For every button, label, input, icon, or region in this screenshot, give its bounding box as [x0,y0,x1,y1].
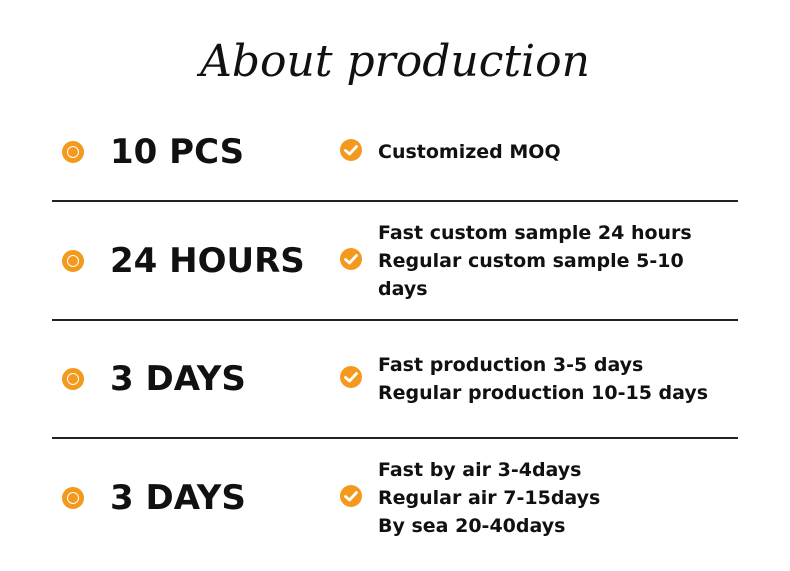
bullet-icon [62,487,84,509]
check-icon [339,484,363,512]
bullet-icon [62,250,84,272]
detail-line: Regular production 10-15 days [378,382,709,404]
detail-line: Regular custom sample 5-10 days [378,250,684,300]
check-icon [339,247,363,275]
row-heading: 24 HOURS [110,241,305,281]
check-icon [339,365,363,393]
detail-line: By sea 20-40days [378,515,566,537]
row-heading: 3 DAYS [110,359,246,399]
detail-line: Fast production 3-5 days [378,354,644,376]
detail-line: Fast custom sample 24 hours [378,222,692,244]
row-details: Customized MOQ [378,138,561,166]
check-svg [340,485,362,507]
title: About production [200,36,590,87]
separator [52,319,738,321]
detail-line: Customized MOQ [378,141,561,163]
row-details: Fast by air 3-4days Regular air 7-15days B… [378,456,600,540]
detail-line: Regular air 7-15days [378,487,601,509]
row-heading: 10 PCS [110,132,245,172]
bullet-icon [62,141,84,163]
bullet-icon [62,368,84,390]
row-heading: 3 DAYS [110,478,246,518]
check-svg [340,366,362,388]
row-details: Fast custom sample 24 hours Regular custo… [378,219,738,303]
detail-line: Fast by air 3-4days [378,459,582,481]
check-svg [340,248,362,270]
separator [52,200,738,202]
separator [52,437,738,439]
check-svg [340,139,362,161]
check-icon [339,138,363,166]
row-details: Fast production 3-5 days Regular producti… [378,351,708,407]
